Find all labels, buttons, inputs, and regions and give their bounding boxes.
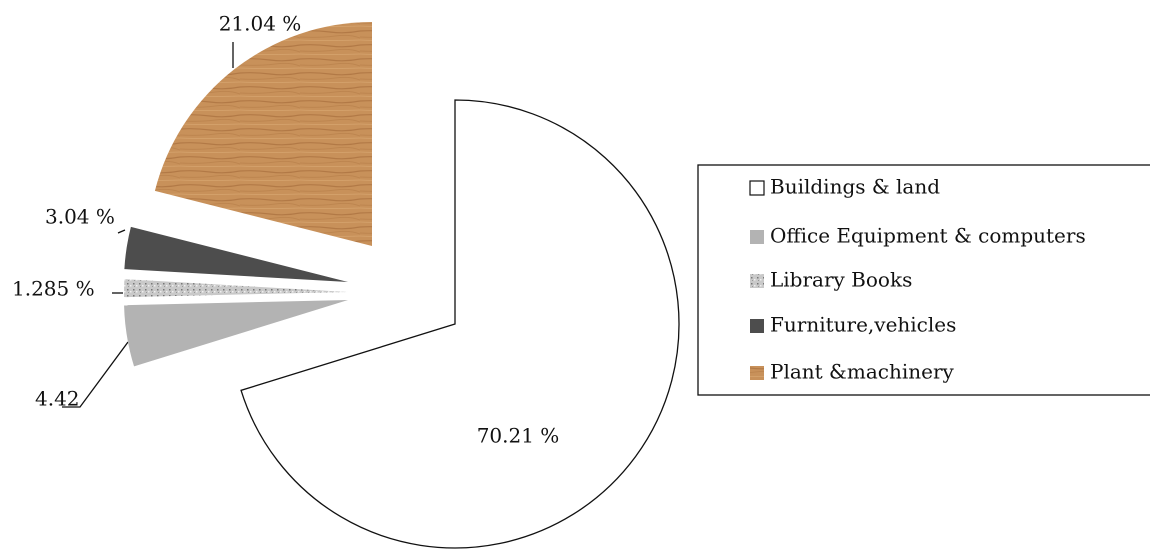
legend-label: Buildings & land xyxy=(770,175,940,199)
leader-line xyxy=(62,341,129,408)
pie-slice xyxy=(124,226,348,282)
legend-marker xyxy=(750,319,764,333)
value-label: 21.04 % xyxy=(219,12,302,36)
value-label: 3.04 % xyxy=(45,205,115,229)
legend-marker xyxy=(750,274,764,288)
pie-slice xyxy=(154,22,372,246)
value-label: 70.21 % xyxy=(477,424,560,448)
legend-label: Library Books xyxy=(770,268,912,292)
pie-slice xyxy=(124,300,348,367)
legend-label: Furniture,vehicles xyxy=(770,313,956,337)
legend-marker xyxy=(749,180,765,196)
pie-slice xyxy=(240,99,680,549)
legend-box xyxy=(697,164,1150,396)
legend-label: Plant &machinery xyxy=(770,360,955,384)
value-label: 1.285 % xyxy=(12,277,95,301)
legend-marker xyxy=(750,230,764,244)
legend-label: Office Equipment & computers xyxy=(770,224,1086,248)
leader-line xyxy=(117,229,126,234)
pie-slice xyxy=(124,279,348,298)
value-label: 4.42 xyxy=(35,387,80,411)
legend-marker xyxy=(750,366,764,380)
